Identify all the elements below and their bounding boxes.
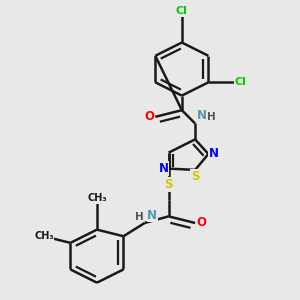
Text: CH₃: CH₃ — [34, 231, 54, 241]
Text: H: H — [135, 212, 143, 222]
Text: H: H — [207, 112, 216, 122]
Text: Cl: Cl — [235, 77, 247, 87]
Text: S: S — [164, 178, 173, 191]
Text: N: N — [147, 209, 157, 222]
Text: O: O — [196, 217, 206, 230]
Text: S: S — [191, 170, 200, 183]
Text: N: N — [196, 109, 206, 122]
Text: Cl: Cl — [176, 6, 188, 16]
Text: O: O — [144, 110, 154, 123]
Text: N: N — [208, 148, 218, 160]
Text: N: N — [159, 162, 169, 175]
Text: CH₃: CH₃ — [87, 193, 107, 203]
